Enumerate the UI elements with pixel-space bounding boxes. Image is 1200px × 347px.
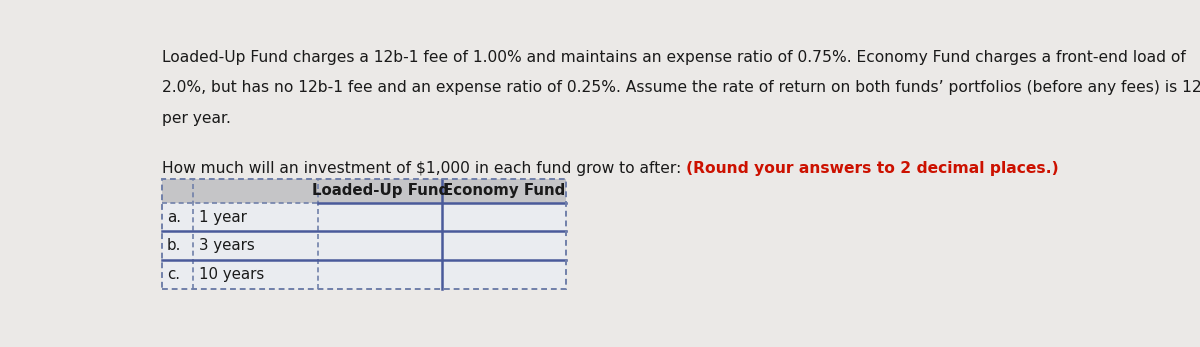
Text: c.: c. [167,267,180,282]
Text: 1 year: 1 year [199,210,247,225]
Bar [162,231,565,260]
Bar [162,179,565,203]
Text: Loaded-Up Fund charges a 12b-1 fee of 1.00% and maintains an expense ratio of 0.: Loaded-Up Fund charges a 12b-1 fee of 1.… [162,50,1186,65]
Text: Loaded-Up Fund: Loaded-Up Fund [312,184,449,198]
Text: Economy Fund: Economy Fund [443,184,565,198]
Bar [162,260,565,288]
Text: 2.0%, but has no 12b-1 fee and an expense ratio of 0.25%. Assume the rate of ret: 2.0%, but has no 12b-1 fee and an expens… [162,81,1200,95]
Bar [162,203,565,231]
Text: per year.: per year. [162,111,230,126]
Bar [162,179,565,288]
Text: How much will an investment of $1,000 in each fund grow to after:: How much will an investment of $1,000 in… [162,161,686,176]
Text: b.: b. [167,238,181,253]
Text: a.: a. [167,210,181,225]
Text: 10 years: 10 years [199,267,264,282]
Text: (Round your answers to 2 decimal places.): (Round your answers to 2 decimal places.… [686,161,1058,176]
Text: 3 years: 3 years [199,238,256,253]
